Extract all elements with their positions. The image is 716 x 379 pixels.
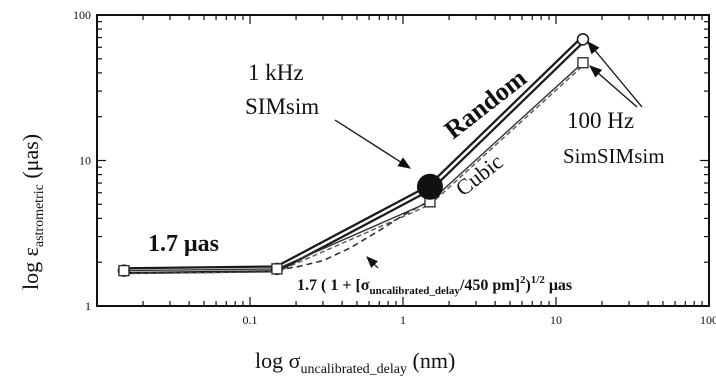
arrow-formula bbox=[366, 256, 379, 269]
formula-sub: uncalibrated_delay bbox=[369, 285, 460, 297]
annotation-flat-value: 1.7 μas bbox=[148, 231, 219, 257]
series-line-cubic-b bbox=[123, 62, 584, 272]
annotation-formula: 1.7 ( 1 + [σuncalibrated_delay/450 pm]2)… bbox=[297, 274, 572, 297]
y-tick-label: 10 bbox=[79, 154, 91, 168]
series-line-cubic-a bbox=[123, 65, 584, 275]
x-axis-title-sub: uncalibrated_delay bbox=[300, 362, 407, 377]
formula-close: ) bbox=[525, 277, 530, 294]
x-tick-label: 1 bbox=[400, 313, 406, 327]
y-axis-title-tail: (μas) bbox=[18, 134, 43, 184]
y-tick-label: 100 bbox=[73, 8, 91, 22]
annotation-khz-line2: SIMsim bbox=[245, 94, 319, 119]
tick-labels: 0.1 1 10 100 1 10 100 bbox=[73, 8, 716, 327]
y-axis-title-sub: astrometric bbox=[32, 184, 47, 247]
point-cubic bbox=[118, 264, 130, 277]
formula-mid: /450 pm] bbox=[459, 277, 520, 294]
point-random bbox=[576, 33, 590, 46]
y-tick-label: 1 bbox=[85, 299, 91, 313]
x-tick-label: 100 bbox=[700, 313, 716, 327]
formula-sup2: 1/2 bbox=[531, 274, 546, 286]
x-axis-title-main: log σ bbox=[255, 348, 301, 373]
arrow-hz-random bbox=[587, 41, 643, 108]
arrow-hz-cubic bbox=[589, 65, 638, 108]
x-axis-title-tail: (nm) bbox=[407, 348, 455, 373]
point-cubic bbox=[271, 263, 283, 275]
x-tick-label: 0.1 bbox=[243, 313, 258, 327]
y-axis-title: log εastrometric (μas) bbox=[18, 134, 47, 290]
arrow-khz bbox=[334, 119, 412, 169]
x-tick-label: 10 bbox=[550, 313, 562, 327]
annotation-hz-line2: SimSIMsim bbox=[563, 144, 665, 168]
series-layer bbox=[123, 36, 586, 275]
formula-tail: μas bbox=[545, 277, 572, 294]
formula-sup1: 2 bbox=[520, 274, 526, 286]
y-axis-title-main: log ε bbox=[18, 247, 43, 290]
ticks bbox=[97, 15, 709, 306]
annotation-khz-line1: 1 kHz bbox=[248, 60, 304, 85]
formula-lead: 1.7 ( 1 + [σ bbox=[297, 277, 370, 294]
x-axis-title: log σuncalibrated_delay (nm) bbox=[255, 348, 455, 377]
annotation-hz-line1: 100 Hz bbox=[567, 108, 634, 133]
highlight-point bbox=[416, 173, 443, 200]
point-cubic bbox=[577, 57, 589, 69]
markers-layer bbox=[117, 33, 590, 277]
